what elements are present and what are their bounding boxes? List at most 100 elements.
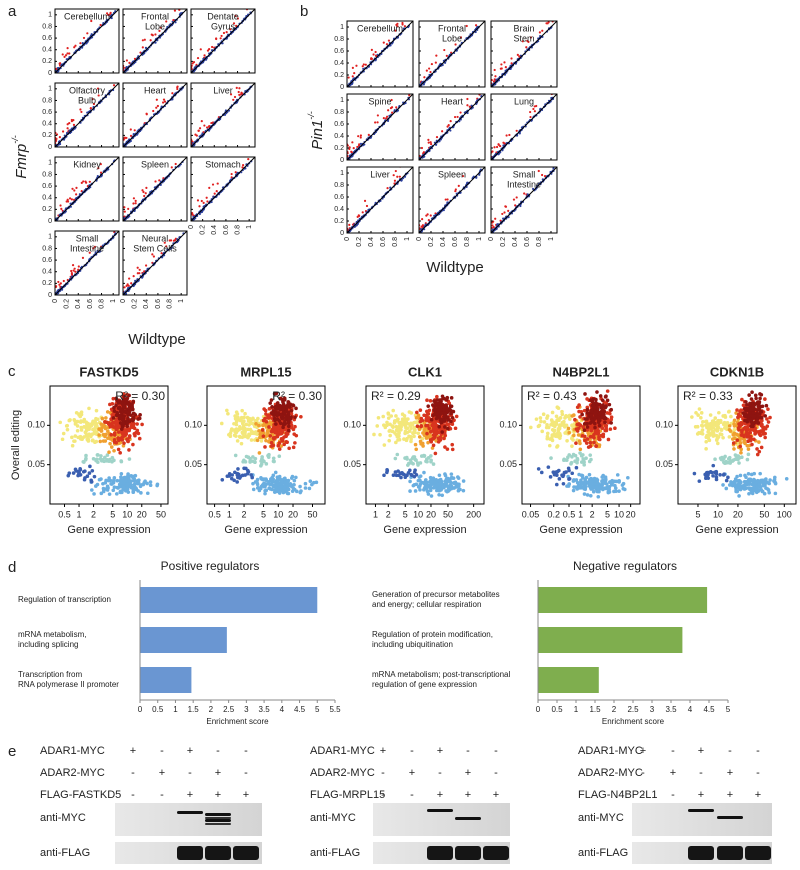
point-decoration	[405, 436, 409, 441]
point-decoration	[367, 133, 370, 137]
point-decoration	[493, 78, 496, 81]
y-tick-label: 0.8	[334, 36, 344, 43]
point-decoration	[72, 123, 76, 127]
point-decoration	[393, 182, 396, 185]
point-decoration	[94, 484, 98, 488]
point-decoration	[423, 155, 426, 158]
y-tick-label: 0.8	[334, 182, 344, 189]
point-decoration	[129, 479, 133, 483]
point-decoration	[420, 225, 423, 228]
plot-title: Frontal	[141, 11, 169, 21]
point-decoration	[445, 54, 448, 57]
point-decoration	[103, 426, 108, 431]
point-decoration	[412, 434, 416, 439]
point-decoration	[74, 270, 77, 273]
point-decoration	[409, 411, 414, 415]
point-decoration	[271, 436, 276, 440]
x-tick-label: 0.4	[143, 299, 150, 309]
point-decoration	[284, 431, 288, 436]
point-decoration	[429, 141, 432, 144]
plot-frame	[418, 93, 486, 161]
point-decoration	[277, 418, 282, 423]
point-decoration	[160, 252, 163, 255]
y-tick-label: 0.2	[42, 206, 52, 213]
point-decoration	[279, 413, 283, 418]
x-axis-label: Wildtype	[128, 331, 186, 348]
point-decoration	[397, 424, 402, 428]
point-decoration	[73, 419, 77, 424]
point-decoration	[99, 429, 104, 433]
point-decoration	[125, 420, 129, 425]
point-decoration	[173, 9, 177, 12]
point-decoration	[112, 405, 116, 410]
plot-frame	[190, 8, 256, 74]
point-decoration	[232, 22, 236, 25]
point-decoration	[477, 13, 479, 15]
point-decoration	[267, 486, 271, 491]
y-tick-label: 0.4	[42, 121, 52, 128]
point-decoration	[63, 55, 66, 58]
point-decoration	[176, 86, 179, 89]
point-decoration	[412, 470, 417, 475]
point-decoration	[155, 98, 158, 101]
plot-frame	[346, 166, 414, 234]
point-decoration	[376, 415, 381, 420]
point-decoration	[211, 183, 215, 186]
y-tick-label: 0.6	[42, 183, 52, 190]
x-tick-label: 0	[188, 225, 195, 229]
point-decoration	[126, 416, 130, 421]
x-tick-label: 1	[404, 237, 411, 241]
point-decoration	[276, 443, 281, 448]
point-decoration	[208, 186, 211, 190]
point-decoration	[255, 480, 259, 485]
point-decoration	[357, 214, 360, 217]
point-decoration	[382, 443, 387, 447]
point-decoration	[90, 469, 95, 473]
point-decoration	[98, 439, 103, 444]
x-tick-label: 0	[488, 237, 495, 241]
x-tick-label: 0	[344, 237, 351, 241]
x-tick-label: 2	[91, 509, 96, 519]
point-decoration	[144, 46, 148, 49]
point-decoration	[420, 146, 424, 150]
point-decoration	[280, 480, 284, 485]
point-decoration	[404, 473, 408, 477]
point-decoration	[249, 417, 254, 422]
point-decoration	[130, 475, 135, 479]
point-decoration	[267, 452, 271, 457]
point-decoration	[403, 417, 408, 421]
point-decoration	[246, 427, 250, 432]
plot-title: Frontal	[438, 23, 466, 33]
point-decoration	[91, 98, 94, 101]
point-decoration	[531, 187, 535, 191]
point-decoration	[112, 425, 116, 429]
point-decoration	[126, 402, 131, 407]
point-decoration	[386, 412, 391, 416]
point-decoration	[108, 402, 112, 407]
point-decoration	[396, 22, 399, 25]
point-decoration	[284, 434, 288, 439]
point-decoration	[75, 428, 80, 433]
y-tick-label: 0.6	[42, 109, 52, 116]
point-decoration	[374, 59, 377, 62]
point-decoration	[84, 453, 88, 458]
diagonal	[190, 82, 256, 148]
point-decoration	[261, 434, 266, 438]
x-tick-label: 0.2	[199, 225, 206, 235]
point-decoration	[60, 437, 65, 442]
point-decoration	[108, 441, 112, 446]
point-decoration	[138, 413, 142, 417]
diagonal	[490, 20, 558, 88]
point-decoration	[108, 437, 113, 441]
point-decoration	[257, 488, 262, 493]
point-decoration	[262, 484, 267, 489]
point-decoration	[292, 483, 296, 487]
point-decoration	[196, 56, 200, 60]
point-decoration	[232, 478, 236, 483]
point-decoration	[54, 221, 56, 223]
x-tick-label: 1	[77, 509, 82, 519]
point-decoration	[255, 477, 260, 482]
